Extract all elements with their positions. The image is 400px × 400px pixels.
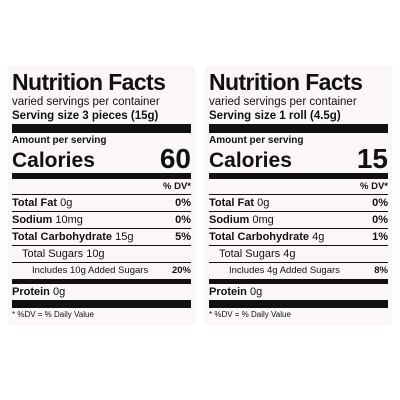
daily-value: 5%: [175, 231, 191, 243]
calories-label: Calories: [12, 149, 95, 172]
nutrient-row: Sodium 10mg 0%: [12, 212, 191, 229]
calories-row: Calories 60: [12, 143, 191, 179]
nutrition-label: Nutrition Facts varied servings per conta…: [8, 66, 195, 325]
label-title: Nutrition Facts: [209, 69, 363, 95]
serving-size: Serving size 3 pieces (15g): [12, 109, 191, 133]
calories-row: Calories 15: [209, 143, 388, 179]
nutrient-row: Includes 10g Added Sugars 20%: [12, 263, 191, 284]
daily-value: 0%: [175, 214, 191, 226]
calories-value: 60: [159, 143, 191, 174]
daily-value: 1%: [372, 231, 388, 243]
nutrient-row: Total Carbohydrate 4g 1%: [209, 229, 388, 246]
nutrient-name: Sodium: [209, 214, 250, 226]
footnote: * %DV = % Daily Value: [209, 310, 291, 319]
dv-header: % DV*: [12, 179, 191, 195]
nutrient-row: Sodium 0mg 0%: [209, 212, 388, 229]
nutrient-name: Total Fat: [12, 197, 58, 209]
nutrient-amount: 0g: [52, 286, 66, 298]
daily-value: 0%: [372, 197, 388, 209]
nutrient: Total Fat 0g: [209, 195, 269, 211]
nutrient-name: Protein: [209, 286, 247, 298]
serving-size: Serving size 1 roll (4.5g): [209, 109, 388, 133]
nutrient-amount: 10mg: [55, 214, 83, 226]
nutrition-label: Nutrition Facts varied servings per conta…: [205, 66, 392, 325]
nutrient: Sodium 10mg: [12, 212, 83, 228]
nutrient-amount: Total Sugars 4g: [219, 248, 296, 260]
nutrient-amount: Includes 4g Added Sugars: [229, 265, 340, 276]
nutrient: Includes 4g Added Sugars: [229, 263, 340, 279]
footnote: * %DV = % Daily Value: [12, 310, 94, 319]
nutrient-name: Protein: [12, 286, 50, 298]
nutrient-row: Protein 0g: [209, 284, 388, 308]
nutrient: Total Fat 0g: [12, 195, 72, 211]
nutrient-amount: 0mg: [252, 214, 274, 226]
nutrient: Total Carbohydrate 15g: [12, 229, 133, 245]
nutrient: Total Sugars 10g: [22, 246, 105, 262]
daily-value: 20%: [171, 265, 191, 276]
nutrient-amount: 0g: [257, 197, 270, 209]
nutrient-name: Total Carbohydrate: [209, 231, 310, 243]
nutrient: Includes 10g Added Sugars: [32, 263, 148, 279]
nutrient-amount: Includes 10g Added Sugars: [32, 265, 149, 276]
calories-label: Calories: [209, 149, 292, 172]
nutrient-row: Total Sugars 10g: [12, 246, 191, 263]
nutrient-name: Total Carbohydrate: [12, 231, 113, 243]
calories-value: 15: [356, 143, 388, 174]
nutrient: Protein 0g: [209, 284, 262, 300]
nutrient-row: Total Carbohydrate 15g 5%: [12, 229, 191, 246]
nutrient: Total Sugars 4g: [219, 246, 295, 262]
servings-per-container: varied servings per container: [209, 96, 357, 108]
nutrient-amount: 4g: [312, 231, 325, 243]
nutrient-row: Total Fat 0g 0%: [209, 195, 388, 212]
nutrient-row: Protein 0g: [12, 284, 191, 308]
nutrient: Total Carbohydrate 4g: [209, 229, 324, 245]
nutrient: Sodium 0mg: [209, 212, 274, 228]
nutrient: Protein 0g: [12, 284, 65, 300]
nutrient-row: Includes 4g Added Sugars 8%: [209, 263, 388, 284]
daily-value: 0%: [372, 214, 388, 226]
nutrient-row: Total Fat 0g 0%: [12, 195, 191, 212]
daily-value: 8%: [374, 265, 388, 276]
daily-value: 0%: [175, 197, 191, 209]
nutrient-row: Total Sugars 4g: [209, 246, 388, 263]
amount-per-serving: Amount per serving: [209, 135, 304, 146]
nutrient-name: Sodium: [12, 214, 53, 226]
label-title: Nutrition Facts: [12, 69, 166, 95]
nutrient-amount: 0g: [249, 286, 263, 298]
nutrient-name: Total Fat: [209, 197, 255, 209]
amount-per-serving: Amount per serving: [12, 135, 107, 146]
servings-per-container: varied servings per container: [12, 96, 160, 108]
nutrient-amount: 0g: [60, 197, 73, 209]
nutrient-amount: Total Sugars 10g: [22, 248, 105, 260]
dv-header: % DV*: [209, 179, 388, 195]
nutrient-amount: 15g: [115, 231, 134, 243]
